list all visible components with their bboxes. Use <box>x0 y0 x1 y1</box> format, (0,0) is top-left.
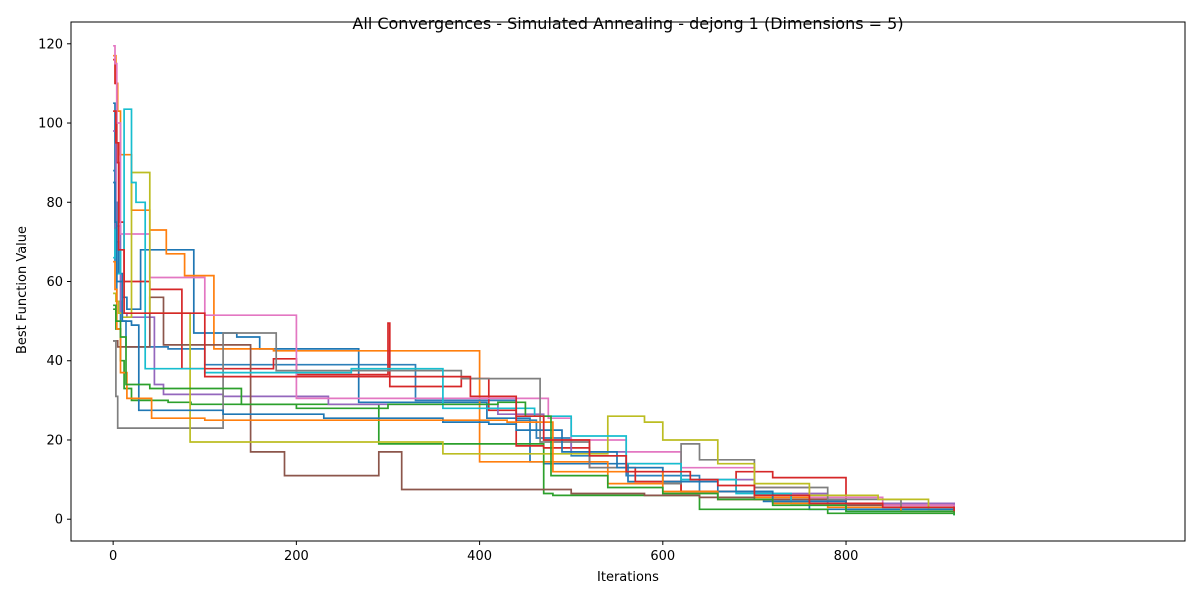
y-axis-label: Best Function Value <box>15 226 30 354</box>
series-line-13 <box>113 260 955 514</box>
series-layer <box>113 44 955 516</box>
series-line-9 <box>113 332 955 512</box>
chart-title: All Convergences - Simulated Annealing -… <box>352 14 903 33</box>
series-line-1 <box>113 102 955 512</box>
series-line-10 <box>113 171 955 514</box>
x-tick-label: 600 <box>650 549 675 564</box>
y-tick-label: 120 <box>38 37 63 52</box>
x-tick-label: 0 <box>109 549 117 564</box>
x-axis-ticks: 0 200 400 600 800 <box>109 541 858 564</box>
series-line-15 <box>113 110 955 512</box>
y-tick-label: 100 <box>38 117 63 132</box>
series-line-14 <box>113 304 955 516</box>
x-tick-label: 800 <box>834 549 859 564</box>
y-tick-label: 80 <box>46 196 63 211</box>
x-tick-label: 200 <box>284 549 309 564</box>
x-tick-label: 400 <box>467 549 492 564</box>
y-tick-label: 40 <box>46 354 63 369</box>
series-line-4 <box>113 308 955 516</box>
x-axis-label: Iterations <box>597 570 659 585</box>
y-axis-ticks: 0 20 40 60 80 100 120 <box>38 37 71 528</box>
y-tick-label: 60 <box>46 275 63 290</box>
y-tick-label: 20 <box>46 433 63 448</box>
series-line-12 <box>113 181 955 514</box>
y-tick-label: 0 <box>55 513 63 528</box>
